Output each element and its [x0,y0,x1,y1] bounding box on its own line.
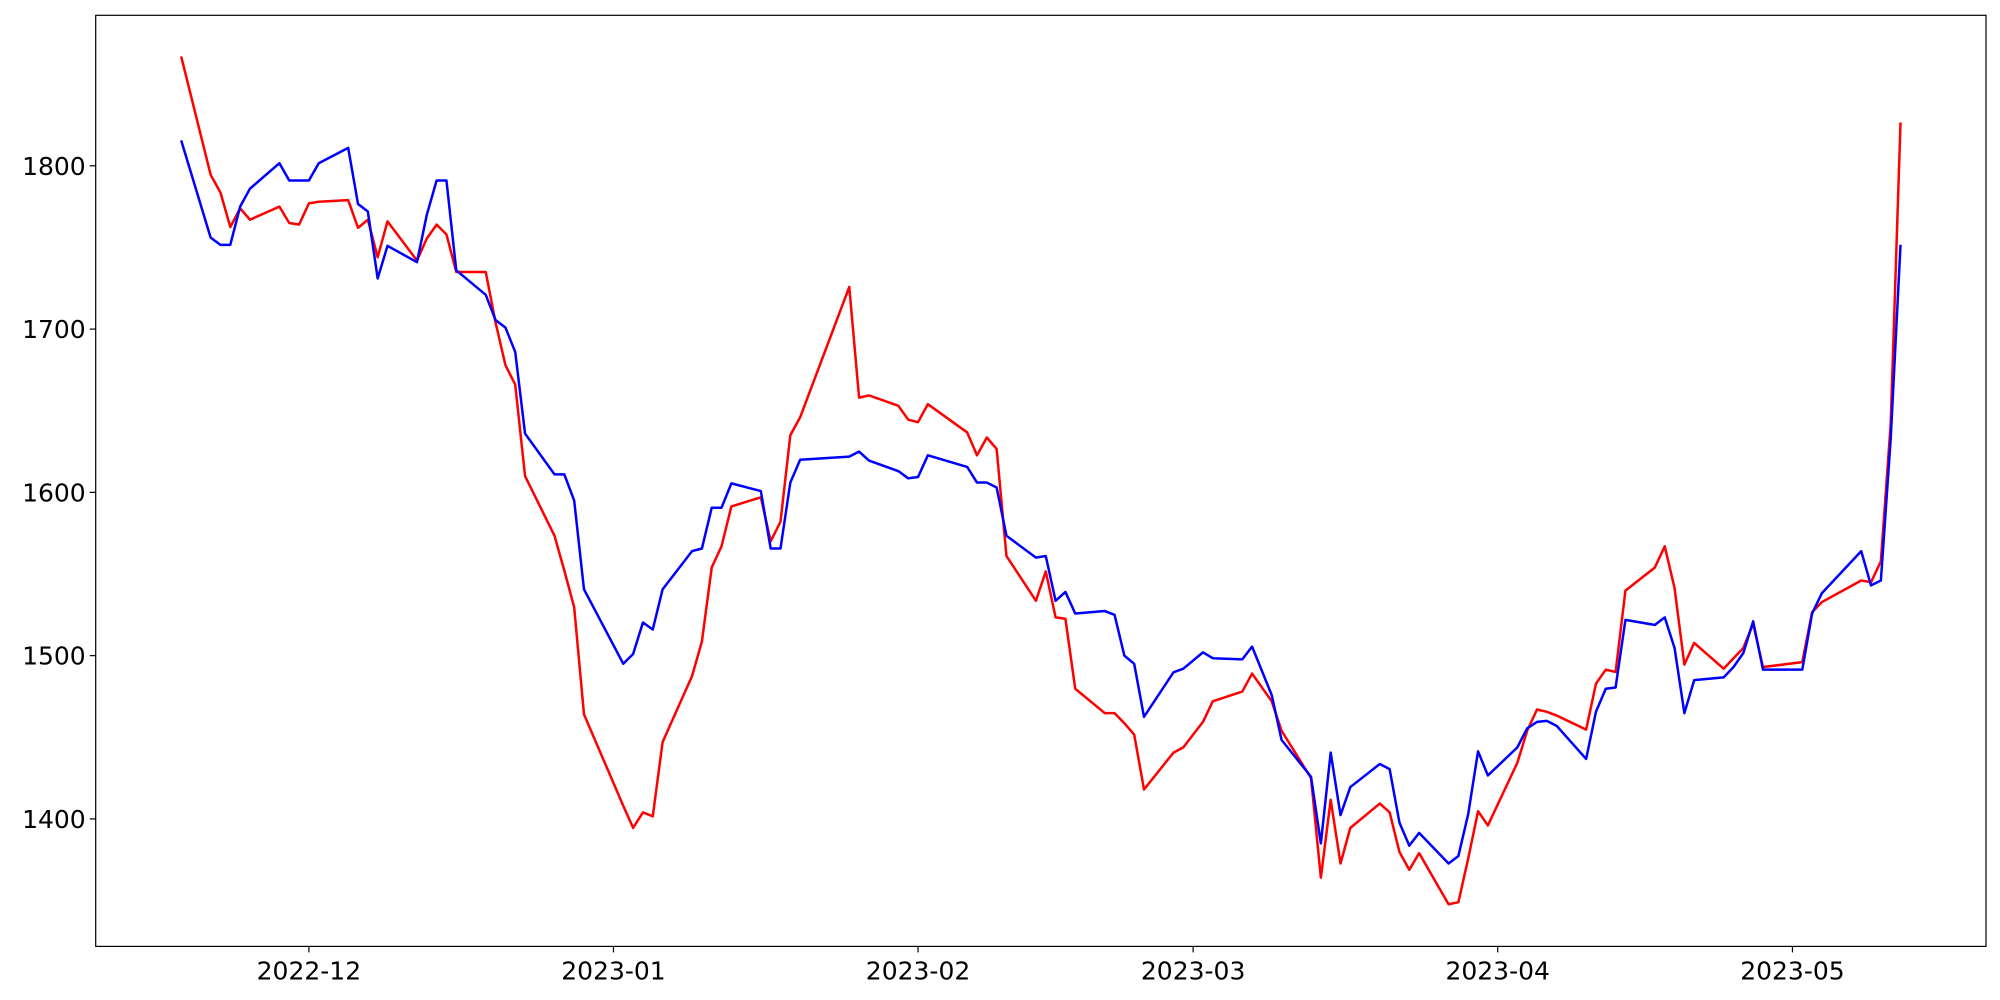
y-tick-label: 1400 [22,805,86,834]
y-tick-label: 1700 [22,315,86,344]
y-tick-label: 1800 [22,152,86,181]
plot-frame [95,14,1987,947]
x-tick-label: 2023-03 [1141,956,1245,985]
x-tick-label: 2023-01 [561,956,665,985]
x-tick-label: 2023-05 [1740,956,1844,985]
y-tick-label: 1600 [22,478,86,507]
x-tick-label: 2022-12 [257,956,361,985]
y-tick-label: 1500 [22,642,86,671]
series-line [179,139,1902,865]
series-line [179,56,1902,906]
x-tick-label: 2023-04 [1445,956,1549,985]
x-tick-label: 2023-02 [866,956,970,985]
